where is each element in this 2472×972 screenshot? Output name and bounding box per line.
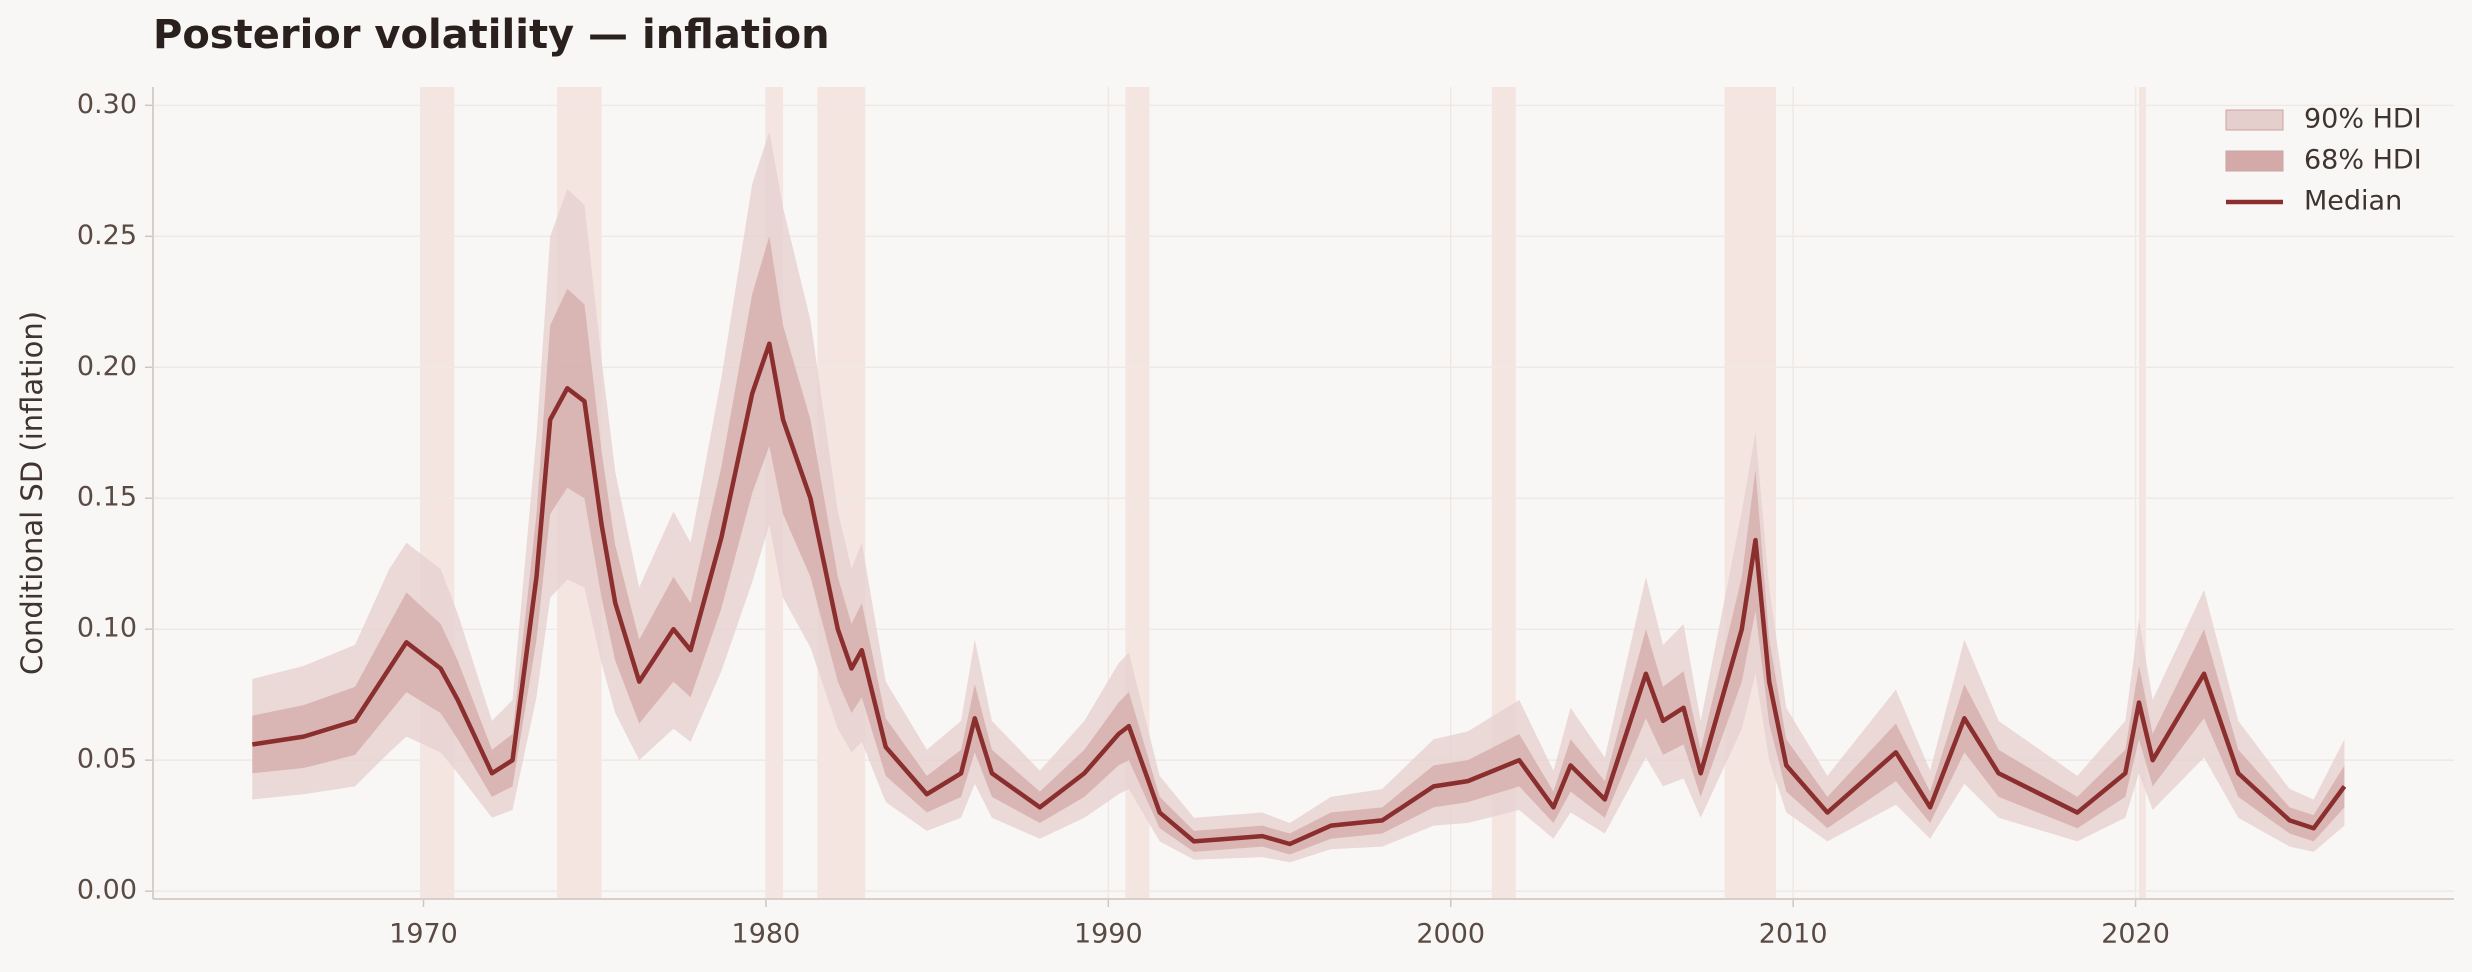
y-tick-label: 0.30 (77, 89, 137, 120)
x-tick-label: 1990 (1074, 919, 1143, 950)
legend-swatch (2225, 109, 2284, 131)
y-tick-label: 0.10 (77, 613, 137, 644)
x-tick-label: 2010 (1759, 919, 1828, 950)
legend-label: 90% HDI (2304, 104, 2422, 135)
x-tick-label: 1970 (389, 919, 458, 950)
hdi-band (252, 236, 2345, 855)
legend-swatch (2225, 150, 2284, 172)
legend-label: Median (2304, 186, 2402, 217)
x-tick-label: 2000 (1416, 919, 1485, 950)
chart-title: Posterior volatility — inflation (153, 12, 830, 58)
y-tick-label: 0.15 (77, 482, 137, 513)
y-tick-label: 0.00 (77, 875, 137, 906)
y-tick-label: 0.25 (77, 220, 137, 251)
y-axis-label: Conditional SD (inflation) (15, 311, 49, 675)
median-line (251, 341, 2347, 847)
x-tick-label: 1980 (732, 919, 801, 950)
shaded-region (1491, 87, 1516, 899)
x-tick-label: 2020 (2101, 919, 2170, 950)
y-tick-label: 0.20 (77, 351, 137, 382)
shaded-region (420, 87, 455, 899)
legend-label: 68% HDI (2304, 145, 2422, 176)
y-tick-label: 0.05 (77, 744, 137, 775)
shaded-region (2138, 87, 2146, 899)
